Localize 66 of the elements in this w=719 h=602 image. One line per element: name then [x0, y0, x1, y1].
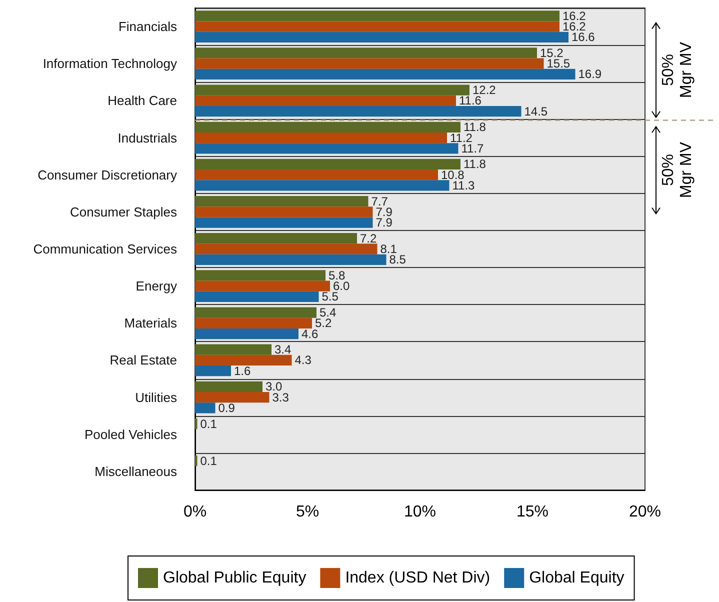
y-tick-label: Real Estate [110, 352, 177, 368]
bar [195, 21, 560, 32]
data-label: 0.9 [218, 400, 236, 415]
bar [195, 106, 522, 117]
bar [195, 344, 272, 355]
bar [195, 402, 216, 414]
bar [195, 217, 373, 228]
y-tick-label: Information Technology [42, 56, 178, 72]
y-tick-label: Industrials [118, 130, 178, 146]
bar [195, 196, 368, 207]
y-tick-label: Consumer Staples [70, 204, 178, 220]
bar [195, 354, 292, 366]
legend-label: Global Public Equity [163, 570, 306, 586]
bar [195, 366, 231, 376]
bar [195, 170, 438, 180]
data-label: 4.3 [294, 353, 312, 368]
legend-label: Index (USD Net Div) [345, 570, 490, 586]
data-label: 11.8 [464, 157, 486, 172]
y-tick-label: Energy [136, 278, 178, 294]
data-label: 1.6 [234, 364, 252, 378]
y-tick-label: Materials [124, 316, 178, 331]
y-tick-label: Consumer Discretionary [38, 167, 178, 182]
bar [195, 10, 560, 22]
x-tick-label: 20% [628, 504, 662, 520]
bar [195, 270, 326, 281]
data-label: 7.2 [360, 231, 378, 246]
bar [195, 244, 378, 254]
bar [195, 318, 312, 328]
bar [195, 180, 450, 191]
text: 50% Mgr MV [660, 141, 696, 200]
bar [195, 32, 568, 42]
bar [195, 381, 262, 392]
data-label: 16.9 [578, 67, 602, 82]
bar [195, 132, 447, 144]
bar [195, 206, 373, 218]
bar [195, 280, 330, 292]
bar [195, 328, 298, 340]
bar [195, 392, 270, 403]
data-label: 3.4 [274, 342, 292, 357]
bar [195, 307, 316, 318]
text: 50% Mgr MV [660, 41, 696, 100]
bar [195, 233, 357, 244]
data-label: 0.1 [200, 454, 218, 468]
bar [195, 95, 456, 106]
x-tick-label: 0% [183, 504, 207, 520]
y-tick-label: Health Care [108, 93, 177, 108]
y-tick-label: Pooled Vehicles [84, 426, 178, 442]
legend-label: Global Equity [529, 570, 624, 586]
bar [195, 122, 460, 132]
y-tick-label: Utilities [135, 390, 178, 405]
bar [195, 84, 470, 96]
bar [195, 254, 386, 265]
data-label: 14.5 [524, 104, 548, 118]
bar [195, 143, 458, 154]
x-tick-label: 15% [516, 504, 549, 520]
bar [195, 291, 319, 302]
bar [195, 48, 537, 58]
x-tick-label: 10% [404, 504, 436, 520]
y-tick-label: Financials [118, 19, 178, 34]
y-tick-label: Communication Services [33, 242, 178, 256]
x-tick-label: 5% [296, 504, 320, 520]
y-tick-label: Miscellaneous [94, 464, 178, 479]
bar [195, 68, 576, 80]
data-label: 0.1 [200, 416, 218, 431]
bar [195, 158, 460, 170]
bar [195, 58, 544, 69]
